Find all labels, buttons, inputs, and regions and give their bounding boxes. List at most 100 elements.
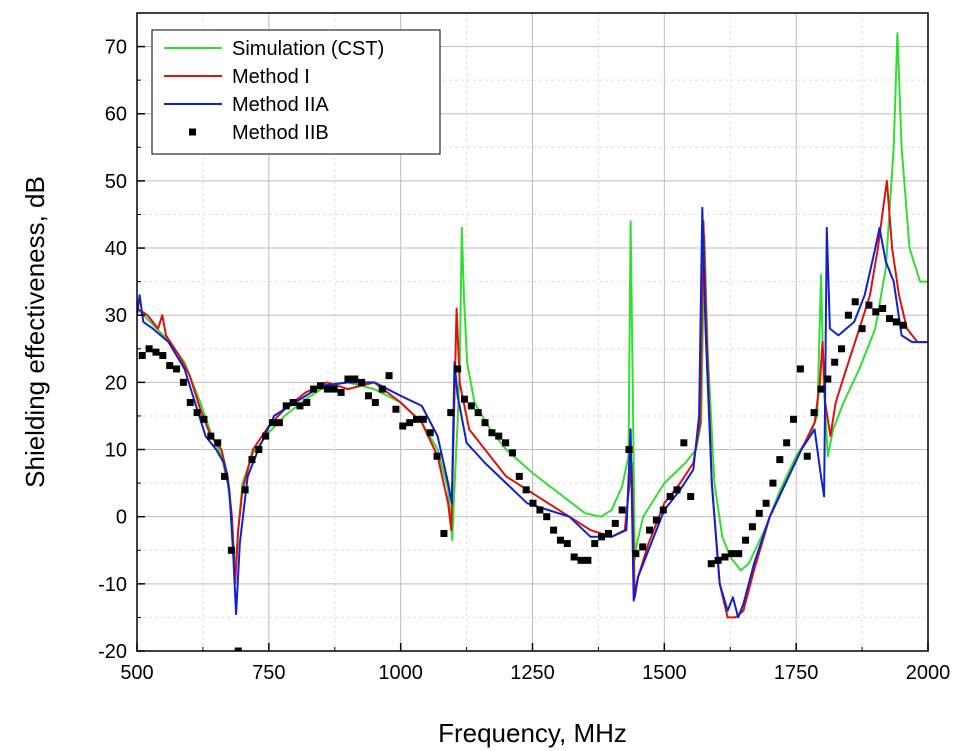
data-point-marker: [474, 409, 482, 417]
data-point-marker: [241, 486, 249, 494]
data-point-marker: [159, 352, 167, 360]
data-point-marker: [310, 385, 318, 393]
data-point-marker: [728, 550, 736, 558]
data-point-marker: [419, 415, 427, 423]
data-point-marker: [412, 415, 420, 423]
data-point-marker: [810, 409, 818, 417]
data-point-marker: [646, 526, 654, 534]
data-point-marker: [173, 365, 181, 373]
data-point-marker: [433, 452, 441, 460]
data-point-marker: [831, 358, 839, 366]
data-point-marker: [755, 509, 763, 517]
data-point-marker: [838, 345, 846, 353]
series-layer: [137, 32, 928, 651]
data-point-marker: [844, 311, 852, 319]
y-tick-label: 60: [105, 104, 127, 126]
data-point-marker: [337, 388, 345, 396]
data-point-marker: [543, 513, 551, 521]
axis-ticks: 500 750 1000 1250 1500 1750 2000 -20 -10 0 10 20 30 4…: [98, 12, 950, 684]
y-tick-label: 30: [105, 305, 127, 327]
data-point-marker: [454, 365, 462, 373]
x-tick-label: 1000: [378, 662, 423, 684]
data-point-marker: [584, 556, 592, 564]
data-point-marker: [522, 486, 530, 494]
data-point-marker: [529, 499, 537, 507]
x-tick-label: 500: [120, 662, 153, 684]
y-tick-label: -10: [98, 574, 127, 596]
y-tick-label: 50: [105, 171, 127, 193]
data-point-marker: [488, 429, 496, 437]
data-point-marker: [666, 493, 674, 501]
data-point-marker: [783, 439, 791, 447]
data-point-marker: [351, 375, 359, 383]
x-tick-label: 1250: [510, 662, 555, 684]
data-point-marker: [186, 399, 194, 407]
x-axis-title: Frequency, MHz: [438, 718, 627, 748]
data-point-marker: [344, 375, 352, 383]
data-point-marker: [392, 405, 400, 413]
y-tick-label: 70: [105, 37, 127, 59]
data-point-marker: [762, 499, 770, 507]
data-point-marker: [817, 385, 825, 393]
data-point-marker: [515, 472, 523, 480]
data-point-marker: [460, 395, 468, 403]
data-point-marker: [200, 415, 208, 423]
data-point-marker: [604, 529, 612, 537]
data-point-marker: [742, 536, 750, 544]
data-point-marker: [721, 553, 729, 561]
data-point-marker: [269, 419, 277, 427]
data-point-marker: [275, 419, 283, 427]
data-point-marker: [824, 375, 832, 383]
data-point-marker: [502, 439, 510, 447]
legend-box: [151, 29, 441, 155]
data-point-marker: [221, 472, 229, 480]
x-tick-label: 750: [252, 662, 285, 684]
data-point-marker: [426, 429, 434, 437]
legend-label: Method IIA: [232, 94, 329, 116]
data-point-marker: [323, 385, 331, 393]
data-point-marker: [145, 345, 153, 353]
data-point-marker: [652, 516, 660, 524]
data-point-marker: [289, 399, 297, 407]
data-point-marker: [735, 550, 743, 558]
data-point-marker: [748, 523, 756, 531]
data-point-marker: [591, 540, 599, 548]
data-point-marker: [865, 301, 873, 309]
data-point-marker: [714, 556, 722, 564]
legend-swatch-marker: [189, 128, 196, 136]
data-point-marker: [536, 506, 544, 514]
data-point-marker: [892, 318, 900, 326]
data-point-marker: [282, 402, 290, 410]
data-point-marker: [406, 419, 414, 427]
data-point-marker: [598, 533, 606, 541]
data-point-marker: [166, 362, 174, 370]
data-point-marker: [707, 560, 715, 568]
legend: Simulation (CST) Method I Method IIA Method…: [151, 29, 441, 155]
data-point-marker: [440, 529, 448, 537]
data-point-marker: [378, 385, 386, 393]
y-tick-label: 40: [105, 238, 127, 260]
y-tick-label: 0: [116, 507, 127, 529]
data-point-marker: [207, 432, 215, 440]
data-point-marker: [886, 315, 894, 323]
data-point-marker: [673, 486, 681, 494]
data-point-marker: [303, 399, 311, 407]
series-line-2: [137, 206, 928, 619]
legend-label: Method I: [232, 66, 310, 88]
x-tick-label: 1750: [774, 662, 819, 684]
y-tick-label: 20: [105, 372, 127, 394]
data-point-marker: [550, 526, 558, 534]
data-point-marker: [296, 402, 304, 410]
y-tick-label: 10: [105, 440, 127, 462]
data-point-marker: [625, 446, 633, 454]
grid-lines: [136, 12, 929, 652]
data-point-marker: [577, 556, 585, 564]
data-point-marker: [556, 536, 564, 544]
data-point-marker: [399, 422, 407, 430]
y-axis-title: Shielding effectiveness, dB: [20, 176, 50, 488]
data-point-marker: [632, 550, 640, 558]
data-point-marker: [227, 546, 235, 554]
legend-label: Method IIB: [232, 122, 329, 144]
data-point-marker: [570, 553, 578, 561]
data-point-marker: [330, 385, 338, 393]
